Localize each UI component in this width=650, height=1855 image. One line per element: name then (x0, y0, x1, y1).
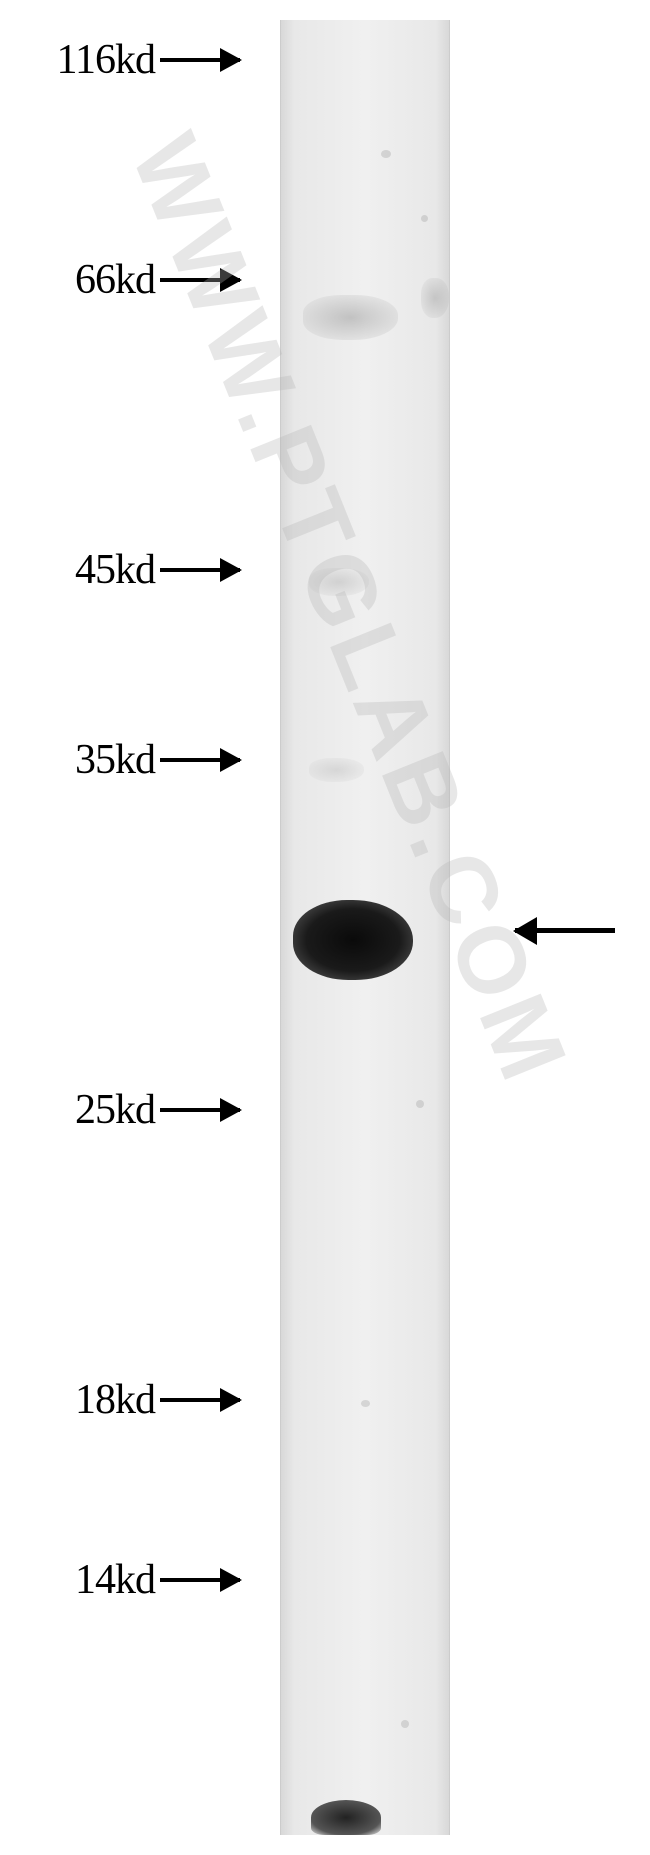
noise-spot (361, 1400, 370, 1407)
arrow-right-icon (160, 758, 240, 762)
noise-spot (401, 1720, 409, 1728)
marker-label: 116kd (0, 36, 155, 84)
faint-band (309, 568, 369, 596)
blot-lane (280, 20, 450, 1835)
marker-row: 18kd (0, 1375, 240, 1425)
faint-band (309, 758, 364, 782)
marker-row: 35kd (0, 735, 240, 785)
marker-label: 45kd (0, 546, 155, 594)
target-band-arrow (515, 928, 615, 933)
marker-label: 66kd (0, 256, 155, 304)
marker-row: 66kd (0, 255, 240, 305)
marker-label: 25kd (0, 1086, 155, 1134)
noise-spot (416, 1100, 424, 1108)
marker-label: 14kd (0, 1556, 155, 1604)
faint-band (303, 295, 398, 340)
arrow-right-icon (160, 568, 240, 572)
noise-spot (381, 150, 391, 158)
marker-row: 116kd (0, 35, 240, 85)
arrow-right-icon (160, 278, 240, 282)
arrow-right-icon (160, 1398, 240, 1402)
noise-spot (421, 215, 428, 222)
marker-row: 14kd (0, 1555, 240, 1605)
marker-row: 25kd (0, 1085, 240, 1135)
marker-label: 35kd (0, 736, 155, 784)
target-band (293, 900, 413, 980)
marker-label: 18kd (0, 1376, 155, 1424)
faint-band (421, 278, 449, 318)
arrow-right-icon (160, 1578, 240, 1582)
dye-front (311, 1800, 381, 1835)
blot-figure: 116kd66kd45kd35kd25kd18kd14kd WWW.PTGLAB… (0, 0, 650, 1855)
arrow-right-icon (160, 58, 240, 62)
marker-row: 45kd (0, 545, 240, 595)
arrow-right-icon (160, 1108, 240, 1112)
